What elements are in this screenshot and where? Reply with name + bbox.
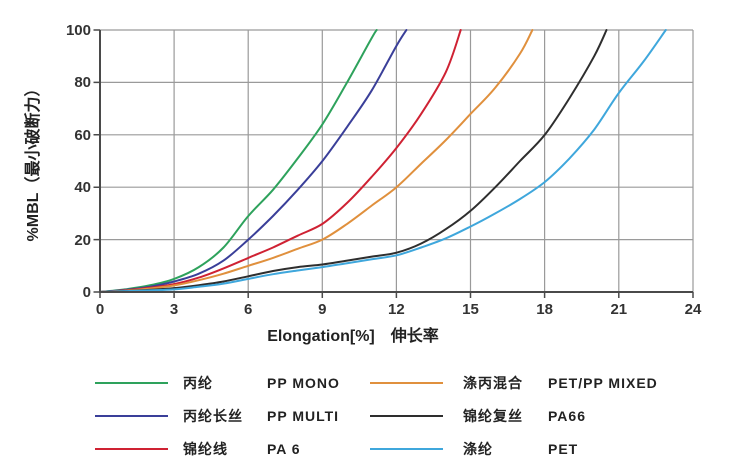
y-tick-label: 100 [66,22,91,39]
legend-item-pet-pp-mixed: 涤丙混合 PET/PP MIXED [370,366,670,399]
pet-line-swatch [370,447,443,450]
legend-item-pa6: 锦纶线 PA 6 [95,432,365,465]
pp-multi-label-cn: 丙纶长丝 [183,407,243,424]
pet-pp-mixed-label-en: PET/PP MIXED [548,374,658,391]
x-tick-label: 6 [244,301,252,318]
pet-label-cn: 涤纶 [463,440,493,457]
pet-pp-mixed-line-swatch [370,381,443,384]
pp-multi-line-swatch [95,414,168,417]
x-axis-title: Elongation[%] 伸长率 [267,326,439,345]
legend-item-pet: 涤纶 PET [370,432,670,465]
x-axis-ticks [99,292,694,298]
x-tick-label: 9 [318,301,326,318]
pa66-line-swatch [370,414,443,417]
x-tick-label: 15 [462,301,479,318]
pp-mono-label-cn: 丙纶 [183,374,213,391]
y-tick-label: 40 [74,179,91,196]
legend-column-right: 涤丙混合 PET/PP MIXED 锦纶复丝 PA66 涤纶 PET [370,366,670,465]
x-tick-label: 12 [388,301,405,318]
x-tick-label: 3 [170,301,178,318]
y-tick-label: 60 [74,127,91,144]
x-tick-label: 21 [610,301,627,318]
curve-pa66 [99,29,608,293]
x-tick-label: 24 [685,301,702,318]
pa6-label-cn: 锦纶线 [183,440,228,457]
legend-item-pa66: 锦纶复丝 PA66 [370,399,670,432]
x-tick-label: 18 [536,301,553,318]
curve-pet [99,29,667,293]
pa6-label-en: PA 6 [267,440,301,457]
pet-label-en: PET [548,440,579,457]
y-axis-ticks [93,29,100,293]
legend-item-pp-multi: 丙纶长丝 PP MULTI [95,399,365,432]
legend-column-left: 丙纶 PP MONO 丙纶长丝 PP MULTI 锦纶线 PA 6 [95,366,365,465]
y-axis-title: %MBL（最小破断力） [23,81,42,242]
curve-pp-multi [99,29,408,293]
curve-pet-pp-mixed [99,29,534,293]
elongation-chart: 100 80 60 40 20 0 0 3 6 9 12 15 18 21 24… [23,22,702,345]
curve-pp-mono [99,29,378,293]
pp-mono-line-swatch [95,381,168,384]
y-tick-label: 80 [74,74,91,91]
legend-item-pp-mono: 丙纶 PP MONO [95,366,365,399]
pet-pp-mixed-label-cn: 涤丙混合 [463,374,523,391]
pa66-label-en: PA66 [548,407,586,424]
legend: 丙纶 PP MONO 丙纶长丝 PP MULTI 锦纶线 PA 6 涤丙混合 P… [0,366,730,470]
plot-area [99,29,667,293]
pp-mono-label-en: PP MONO [267,374,340,391]
pa6-line-swatch [95,447,168,450]
y-tick-label: 0 [83,284,91,301]
y-tick-label: 20 [74,232,91,249]
pp-multi-label-en: PP MULTI [267,407,340,424]
x-tick-label: 0 [96,301,104,318]
pa66-label-cn: 锦纶复丝 [463,407,523,424]
